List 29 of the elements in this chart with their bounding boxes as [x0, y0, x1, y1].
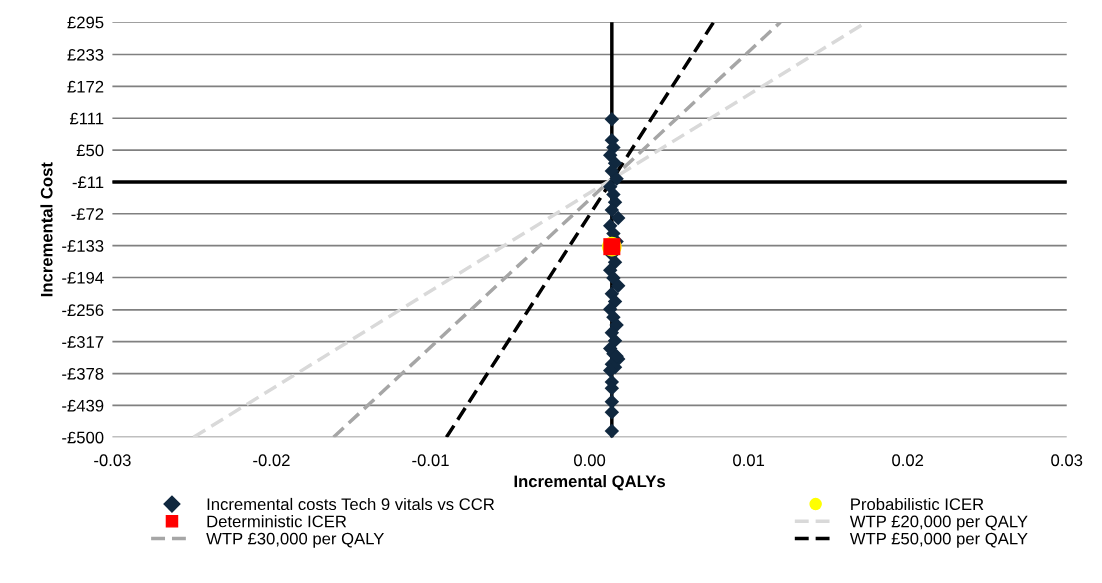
y-tick-label: -£378 — [62, 367, 104, 380]
y-tick-label: -£500 — [62, 431, 104, 444]
x-tick-label: 0.00 — [574, 454, 606, 467]
legend-label: Incremental costs Tech 9 vitals vs CCR — [207, 497, 495, 511]
y-axis-title: Incremental Cost — [40, 162, 53, 297]
y-tick-label: -£439 — [62, 399, 104, 412]
y-tick-label: £172 — [67, 80, 104, 93]
legend-label: WTP £20,000 per QALY — [849, 515, 1028, 531]
x-tick-label: 0.01 — [733, 454, 765, 467]
y-tick-label: £111 — [69, 112, 104, 125]
x-tick-label: 0.03 — [1051, 454, 1083, 467]
legend-label: Deterministic ICER — [207, 515, 347, 528]
y-tick-label: £295 — [67, 16, 104, 29]
x-tick-label: -0.02 — [253, 454, 290, 467]
legend-label: Probabilistic ICER — [851, 497, 984, 511]
x-tick-label: 0.02 — [892, 454, 924, 467]
y-tick-label: -£72 — [71, 208, 104, 220]
legend-label: WTP £30,000 per QALY — [206, 532, 384, 548]
y-tick-label: -£194 — [62, 271, 104, 284]
y-tick-label: -£133 — [62, 240, 104, 252]
x-axis-title: Incremental QALYs — [514, 475, 666, 491]
y-tick-label: £50 — [76, 144, 104, 157]
x-tick-label: -0.03 — [94, 454, 131, 467]
x-tick-label: -0.01 — [412, 454, 449, 467]
legend-label: WTP £50,000 per QALY — [849, 532, 1028, 548]
y-tick-label: -£256 — [62, 304, 104, 317]
y-tick-label: -£317 — [62, 336, 104, 348]
y-tick-label: £233 — [67, 48, 104, 61]
y-tick-label: -£11 — [72, 176, 104, 188]
